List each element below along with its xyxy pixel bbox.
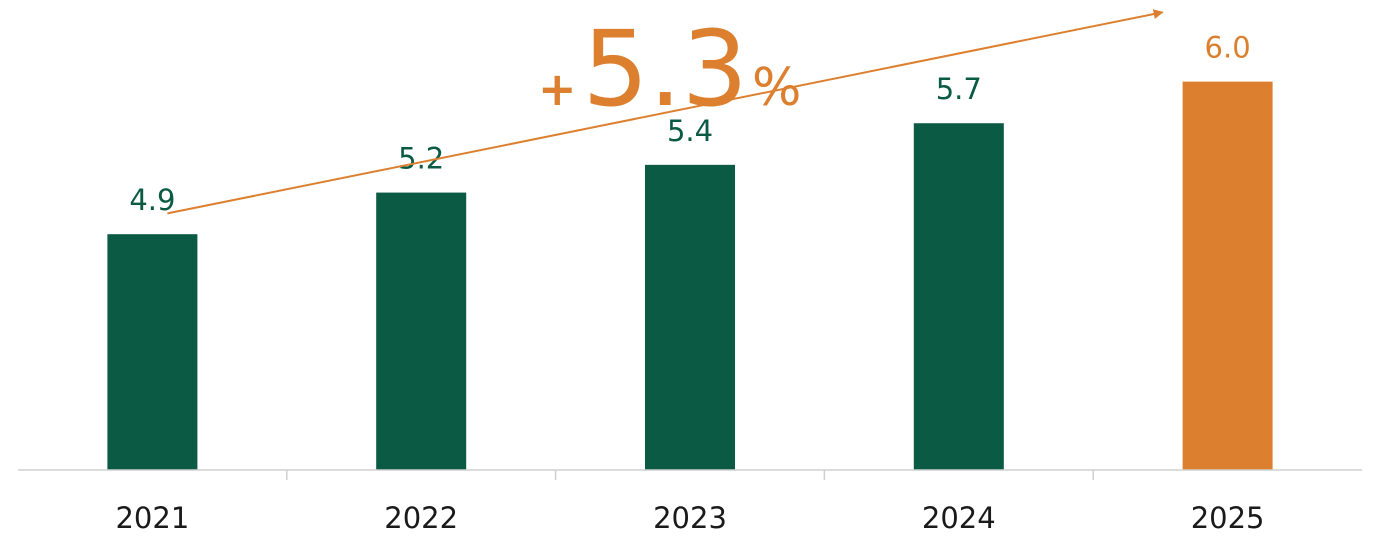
x-tick-label-2023: 2023 (653, 501, 727, 535)
growth-percent-sign: % (752, 58, 801, 118)
bar-2022 (376, 192, 467, 471)
value-label-2025: 6.0 (1205, 31, 1251, 65)
growth-annotation: +5.3% (538, 8, 801, 130)
x-tick-label-2024: 2024 (922, 501, 996, 535)
value-labels-group: 4.95.25.45.76.0 (129, 31, 1250, 218)
value-label-2024: 5.7 (936, 72, 982, 106)
bar-2024 (913, 123, 1004, 471)
bars-group (107, 81, 1273, 471)
x-tick-label-2021: 2021 (115, 501, 189, 535)
value-label-2021: 4.9 (129, 183, 175, 217)
growth-value: 5.3 (583, 8, 748, 130)
bar-2025 (1182, 81, 1273, 470)
growth-trend-arrow (167, 9, 1164, 215)
x-axis (18, 469, 1362, 480)
x-tick-label-2025: 2025 (1191, 501, 1265, 535)
growth-plus-sign: + (538, 62, 577, 116)
bar-2021 (107, 234, 198, 470)
bar-2023 (645, 164, 735, 470)
x-tick-labels-group: 2021 2022 2023 2024 2025 (115, 501, 1264, 535)
value-label-2023: 5.4 (667, 114, 713, 148)
x-tick-label-2022: 2022 (384, 501, 458, 535)
